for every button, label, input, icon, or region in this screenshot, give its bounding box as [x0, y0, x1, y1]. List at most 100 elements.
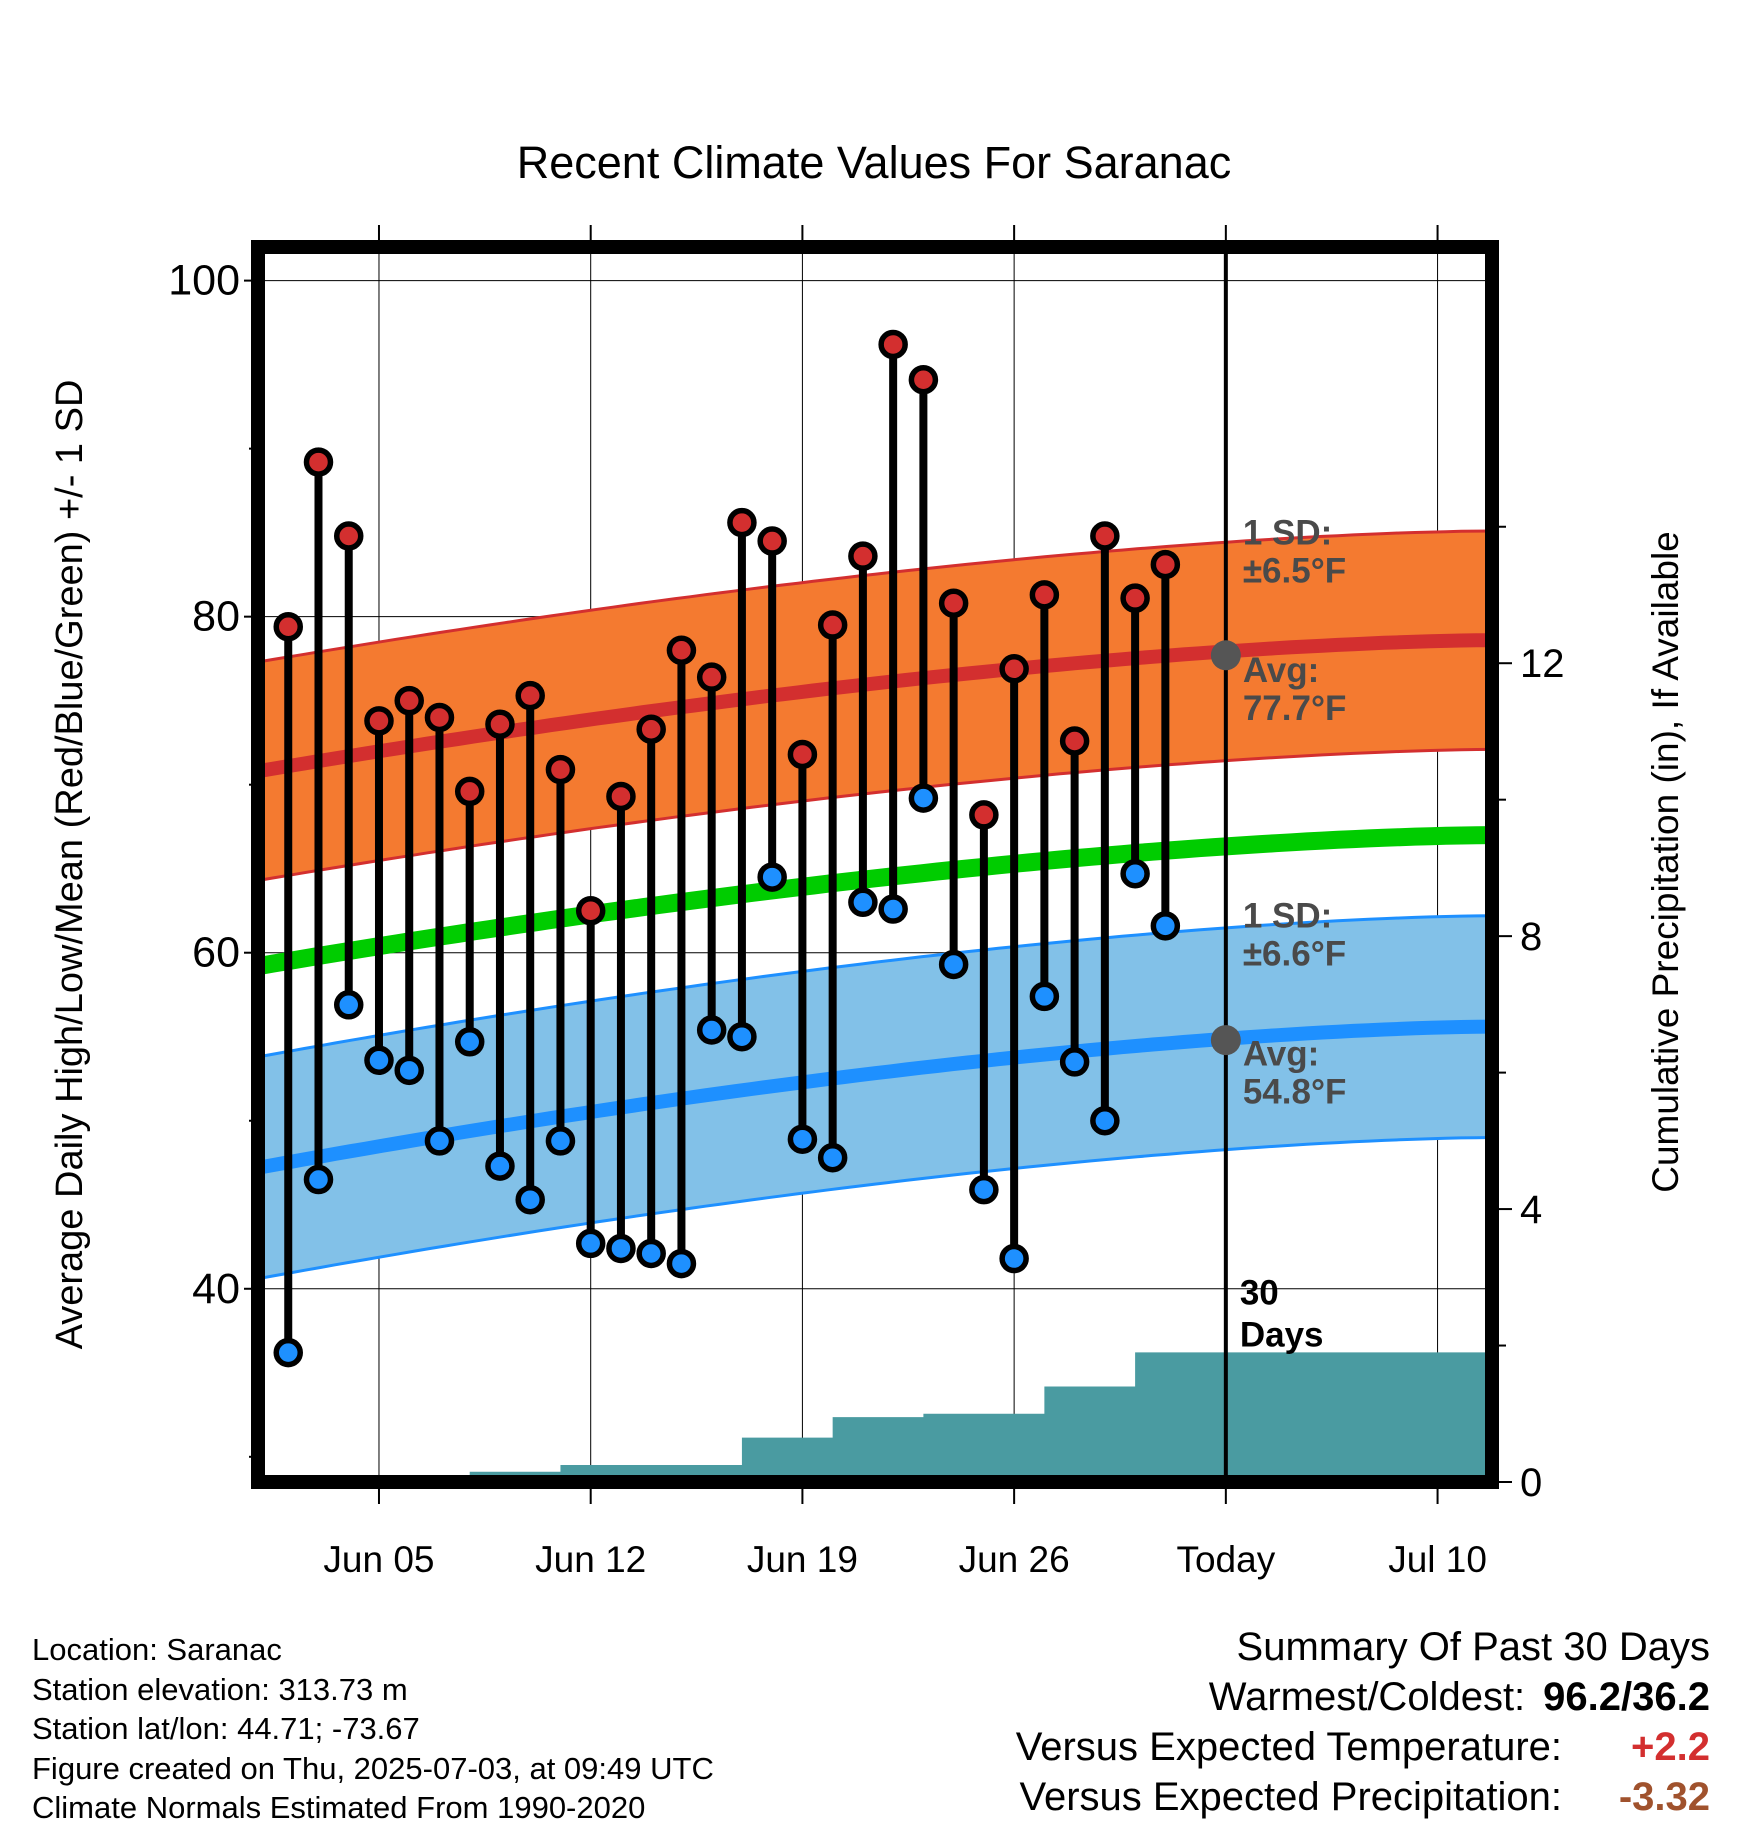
low-point — [1120, 858, 1150, 889]
y2-tick-label: 12 — [1520, 642, 1565, 686]
high-point — [303, 447, 334, 477]
high-sd-upper-line — [257, 529, 1493, 664]
high-point — [394, 685, 424, 716]
low-sd-band — [258, 915, 1492, 1279]
high-sd-annotation: 1 SD: ±6.5°F — [1243, 513, 1346, 590]
high-point — [727, 507, 757, 538]
high-point — [848, 541, 878, 571]
low-point — [575, 1228, 606, 1259]
today-low-avg-marker — [1210, 1025, 1241, 1056]
high-point — [787, 739, 818, 770]
high-point — [575, 895, 606, 926]
low-point — [454, 1027, 485, 1057]
high-avg-annotation: Avg: 77.7°F — [1243, 651, 1347, 728]
x-tick-label: Jun 26 — [959, 1539, 1070, 1580]
y-tick-label: 100 — [168, 257, 240, 305]
y-tick-label: 80 — [192, 593, 240, 641]
high-sd-band — [258, 531, 1492, 881]
climate-chart: Recent Climate Values For Saranac 1 SD: ±… — [49, 137, 1686, 1600]
precip-label: Versus Expected Precipitation: — [1019, 1775, 1562, 1819]
low-point — [333, 990, 364, 1020]
today-high-avg-marker — [1210, 640, 1241, 671]
high-point — [333, 521, 364, 551]
low-point — [303, 1164, 334, 1195]
y2-tick-label: 4 — [1520, 1188, 1542, 1232]
warm-cold-label: Warmest/Coldest: — [1208, 1675, 1526, 1719]
high-sd-lower-line — [257, 747, 1493, 882]
high-point — [1150, 549, 1181, 580]
high-point — [424, 702, 455, 733]
high-point — [454, 776, 485, 807]
precip-area — [258, 1352, 1492, 1482]
normals-text: Climate Normals Estimated From 1990-2020 — [32, 1790, 646, 1825]
created-text: Figure created on Thu, 2025-07-03, at 09… — [32, 1750, 714, 1786]
location-text: Location: Saranac — [32, 1632, 282, 1667]
high-point — [757, 526, 787, 556]
x-tick-label: Jun 19 — [747, 1539, 858, 1580]
warm-cold-row: Warmest/Coldest: 96.2/36.2 — [1016, 1672, 1710, 1722]
low-point — [394, 1055, 424, 1086]
temp-value: +2.2 — [1631, 1725, 1710, 1769]
temp-label: Versus Expected Temperature: — [1015, 1725, 1562, 1769]
normal-high-line — [256, 633, 1493, 779]
low-point — [606, 1233, 636, 1264]
x-tick-label: Jun 05 — [323, 1539, 434, 1580]
low-point — [878, 894, 908, 924]
y-tick-label: 60 — [192, 929, 240, 977]
summary-heading: Summary Of Past 30 Days — [1236, 1625, 1710, 1669]
high-point — [999, 653, 1029, 684]
latlon-text: Station lat/lon: 44.71; -73.67 — [32, 1711, 420, 1746]
precip-row: Versus Expected Precipitation: -3.32 — [1016, 1772, 1710, 1822]
summary-panel: Summary Of Past 30 Days Warmest/Coldest:… — [1016, 1622, 1710, 1822]
y2-tick-label: 8 — [1520, 915, 1542, 959]
low-point — [545, 1126, 576, 1156]
low-point — [666, 1248, 697, 1279]
high-point — [1090, 521, 1120, 551]
high-point — [696, 662, 727, 692]
y-tick-label: 40 — [192, 1265, 240, 1313]
low-point — [999, 1243, 1029, 1274]
low-point — [757, 862, 787, 892]
low-point — [969, 1174, 999, 1205]
high-point — [1029, 580, 1060, 610]
warm-cold-value: 96.2/36.2 — [1543, 1675, 1710, 1719]
high-point — [878, 329, 908, 360]
low-point — [515, 1184, 545, 1215]
low-point — [1090, 1105, 1120, 1136]
low-point — [273, 1337, 303, 1368]
low-point — [636, 1238, 666, 1269]
low-point — [938, 949, 969, 980]
low-sd-annotation: 1 SD: ±6.6°F — [1243, 897, 1346, 974]
low-point — [1150, 911, 1181, 941]
high-point — [1120, 583, 1150, 613]
low-point — [1059, 1047, 1090, 1077]
temp-row: Versus Expected Temperature: +2.2 — [1016, 1722, 1710, 1772]
plot-area: 1 SD: ±6.5°F Avg: 77.7°F 1 SD: ±6.6°F Avg: 54.8… — [49, 225, 1686, 1600]
high-point — [969, 800, 999, 830]
low-point — [696, 1015, 727, 1045]
low-point — [485, 1151, 515, 1181]
high-point — [817, 610, 848, 640]
elevation-text: Station elevation: 313.73 m — [32, 1671, 408, 1707]
high-point — [938, 588, 969, 618]
x-axis-title: Day — [842, 1598, 908, 1600]
station-info: Location: Saranac Station elevation: 313… — [32, 1630, 714, 1828]
high-point — [515, 680, 545, 711]
x-tick-label: Today — [1176, 1539, 1275, 1580]
low-point — [424, 1126, 455, 1156]
high-point — [1059, 726, 1090, 756]
y2-tick-label: 0 — [1520, 1461, 1542, 1505]
precip-value: -3.32 — [1618, 1775, 1710, 1819]
x-tick-label: Jul 10 — [1388, 1539, 1487, 1580]
normal-mean-line — [256, 826, 1493, 976]
low-sd-upper-line — [257, 914, 1493, 1059]
high-point — [636, 714, 666, 744]
precip-period-label: 30 Days — [1240, 1274, 1324, 1355]
low-point — [727, 1021, 757, 1052]
high-point — [364, 706, 394, 736]
high-point — [908, 364, 939, 395]
low-point — [817, 1142, 848, 1173]
high-point — [485, 709, 515, 739]
low-point — [1029, 981, 1060, 1012]
high-point — [273, 611, 303, 642]
